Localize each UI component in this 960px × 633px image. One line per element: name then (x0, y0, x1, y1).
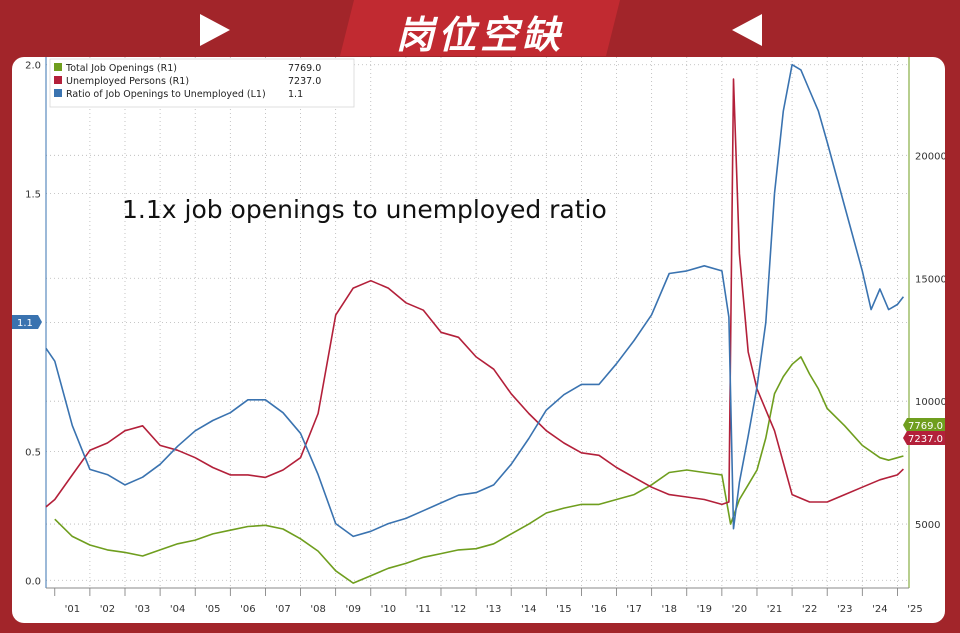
x-tick-label: '19 (697, 604, 712, 615)
legend-value: 7237.0 (288, 76, 321, 87)
x-tick-label: '21 (767, 604, 782, 615)
legend-rows: Total Job Openings (R1) 7769.0 Unemployed … (54, 63, 321, 100)
y-left-tick-label: 0.0 (25, 576, 41, 587)
x-tick-label: '06 (240, 604, 255, 615)
chart-svg: 0.00.51.01.52.05000100001500020000'01'02… (12, 57, 945, 615)
x-tick-label: '05 (205, 604, 220, 615)
y-right-tick-label: 10000 (915, 397, 945, 408)
x-tick-label: '20 (732, 604, 747, 615)
y-right-tick-label: 5000 (915, 520, 940, 531)
legend-label: Ratio of Job Openings to Unemployed (L1) (66, 89, 266, 100)
axes: 0.00.51.01.52.05000100001500020000'01'02… (25, 57, 945, 615)
flag-ratio-shape (12, 315, 42, 329)
x-tick-label: '25 (907, 604, 922, 615)
y-left-tick-label: 2.0 (25, 61, 41, 72)
x-tick-label: '18 (661, 604, 676, 615)
x-tick-label: '09 (345, 604, 360, 615)
y-right-tick-label: 20000 (915, 151, 945, 162)
x-tick-label: '01 (65, 604, 80, 615)
legend-swatch (54, 89, 62, 97)
y-left-tick-label: 0.5 (25, 447, 41, 458)
x-tick-label: '10 (381, 604, 396, 615)
flag-openings: 7769.0 (903, 418, 945, 432)
legend-value: 1.1 (288, 89, 303, 100)
banner-title: 岗位空缺 (395, 13, 564, 57)
legend-box (49, 58, 355, 108)
x-tick-label: '04 (170, 604, 185, 615)
flag-ratio: 1.1 (12, 315, 42, 329)
arrow-right-icon (200, 14, 230, 46)
legend-value: 7769.0 (288, 63, 321, 74)
x-tick-label: '16 (591, 604, 606, 615)
x-tick-label: '08 (310, 604, 325, 615)
x-tick-label: '03 (135, 604, 150, 615)
x-tick-label: '13 (486, 604, 501, 615)
y-left-tick-label: 1.5 (25, 190, 41, 201)
legend-label: Unemployed Persons (R1) (66, 76, 189, 87)
series-line-unemployed (45, 78, 904, 508)
x-tick-label: '11 (416, 604, 431, 615)
x-tick-label: '24 (872, 604, 887, 615)
x-tick-label: '22 (802, 604, 817, 615)
legend: Total Job Openings (R1) 7769.0 Unemployed … (49, 58, 355, 108)
x-tick-label: '12 (451, 604, 466, 615)
flag-unemployed-label: 7237.0 (908, 434, 943, 445)
x-tick-label: '07 (275, 604, 290, 615)
series-line-job-openings (54, 356, 904, 584)
flag-unemployed: 7237.0 (903, 431, 945, 445)
series-line-ratio (45, 63, 905, 538)
title-banner (340, 0, 620, 56)
flag-ratio-label: 1.1 (17, 318, 33, 329)
chart-panel: 0.00.51.01.52.05000100001500020000'01'02… (12, 57, 945, 623)
x-tick-label: '17 (626, 604, 641, 615)
x-tick-label: '14 (521, 604, 536, 615)
legend-swatch (54, 63, 62, 71)
series-lines (45, 63, 905, 584)
y-right-tick-label: 15000 (915, 274, 945, 285)
flag-openings-label: 7769.0 (908, 421, 943, 432)
x-tick-label: '02 (100, 604, 115, 615)
flag-unemployed-shape (903, 431, 945, 445)
chart-annotation: 1.1x job openings to unemployed ratio (122, 195, 607, 224)
grid-lines (46, 57, 909, 588)
x-tick-label: '15 (556, 604, 571, 615)
x-tick-label: '23 (837, 604, 852, 615)
flag-openings-shape (903, 418, 945, 432)
arrow-left-icon (732, 14, 762, 46)
legend-label: Total Job Openings (R1) (65, 63, 177, 74)
legend-swatch (54, 76, 62, 84)
